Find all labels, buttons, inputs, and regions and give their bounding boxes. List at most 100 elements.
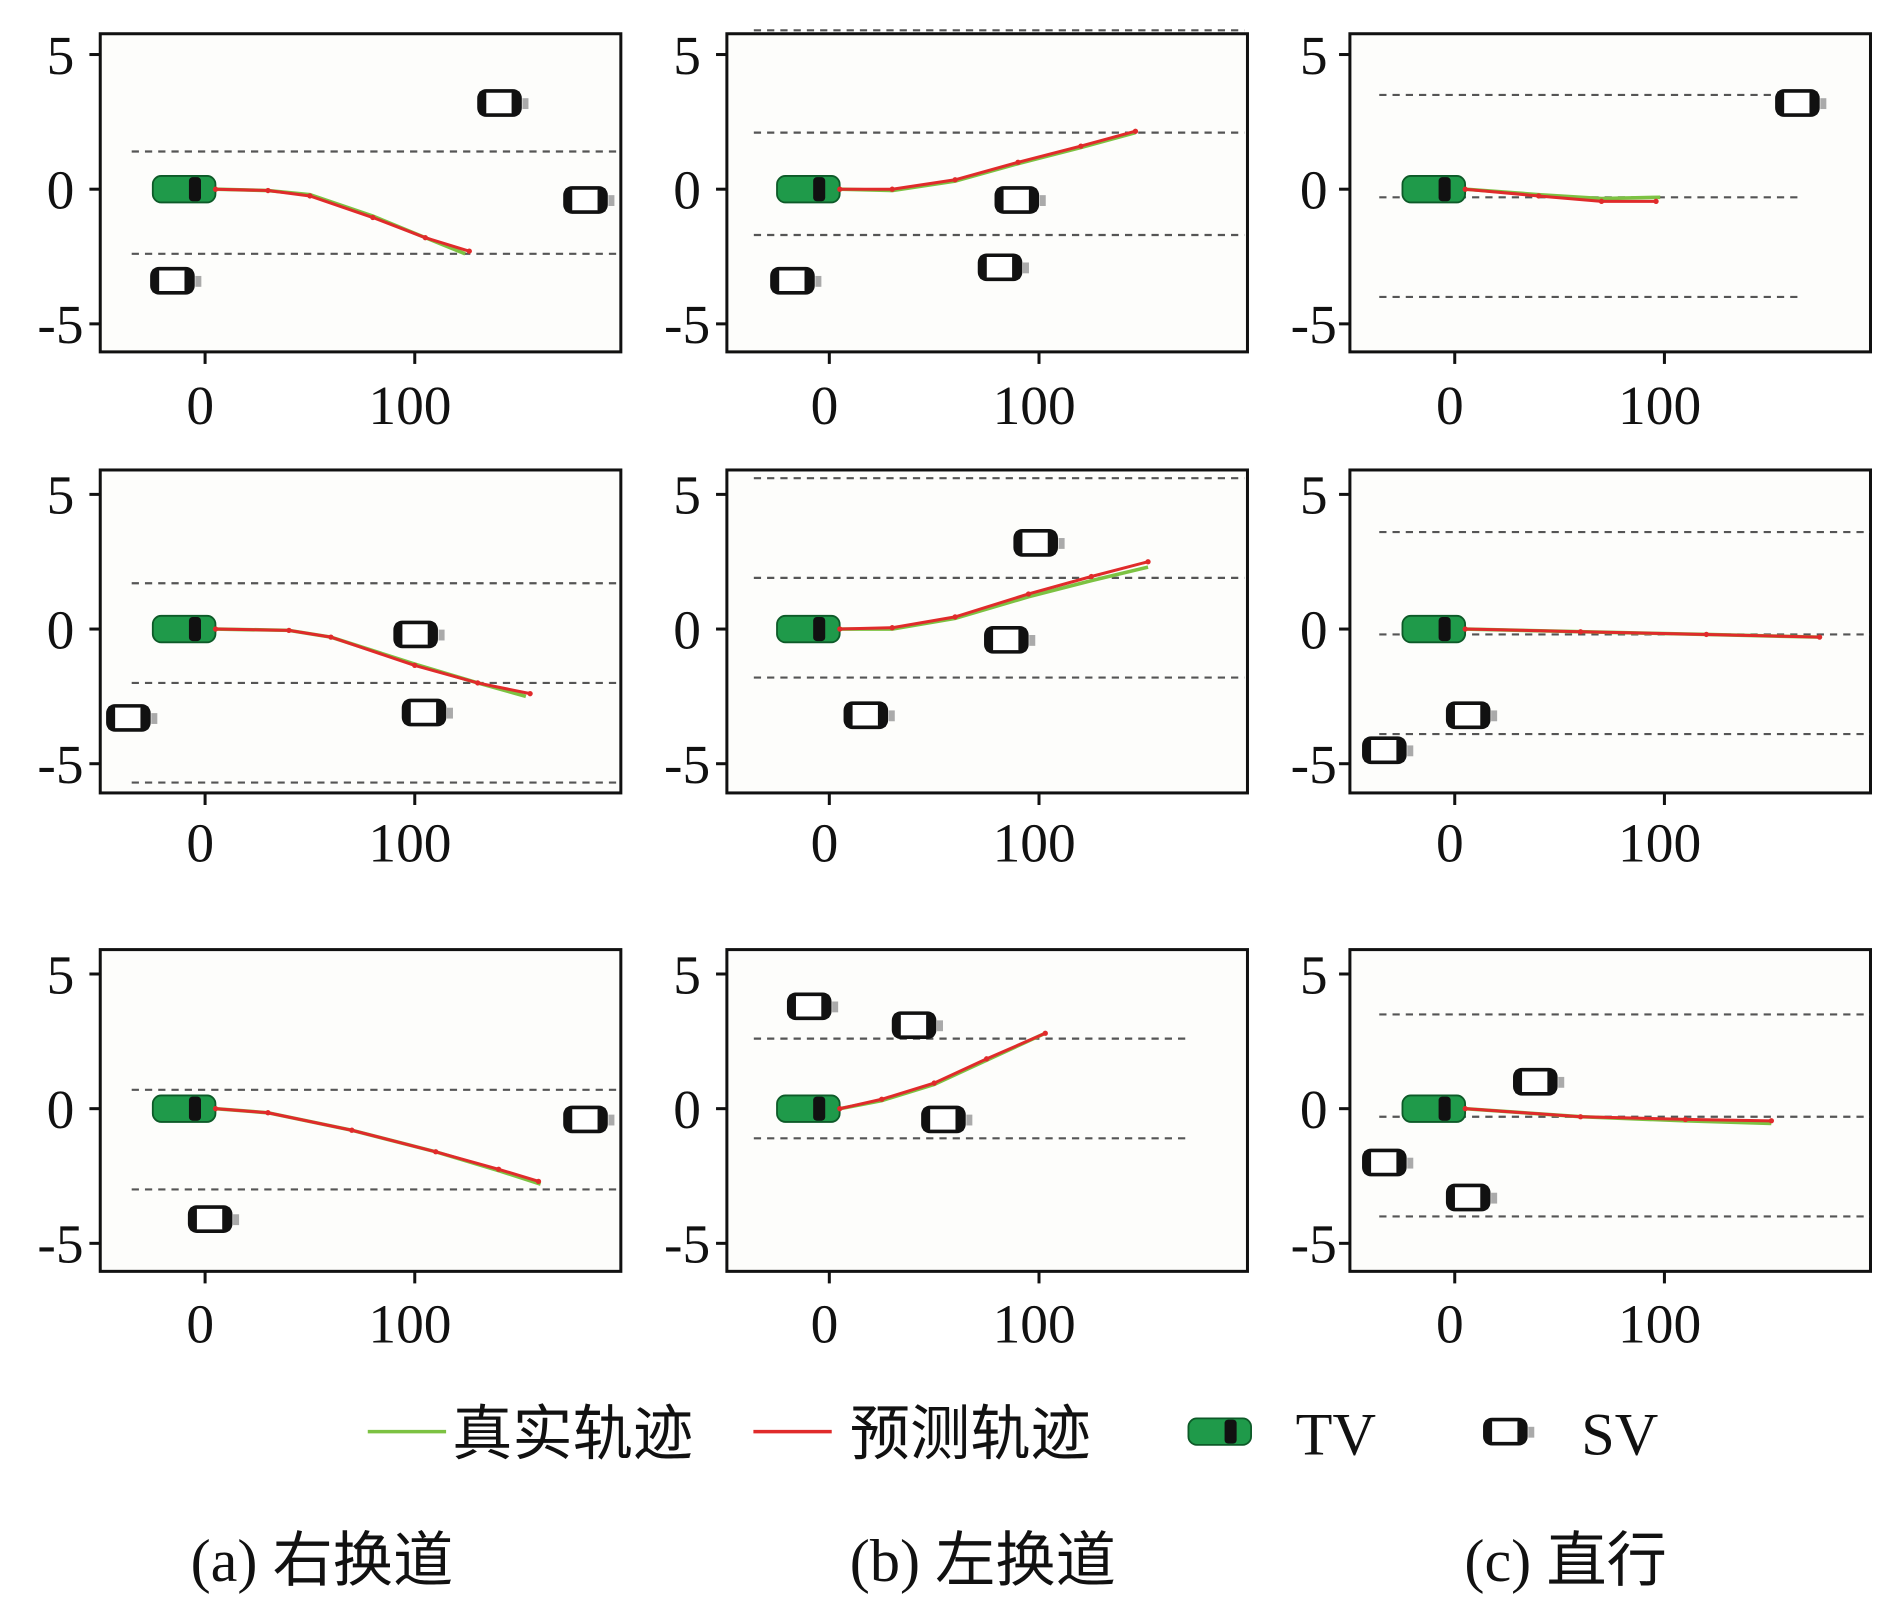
tv-body	[151, 175, 217, 204]
y-tick-label: 5	[47, 25, 75, 86]
y-tick-label: -5	[37, 734, 83, 795]
sv-rear	[1363, 1150, 1372, 1175]
y-tick-label: 0	[673, 1079, 701, 1140]
sv-car-icon	[393, 620, 445, 649]
tv-car-icon	[1401, 1094, 1467, 1123]
sv-mirror	[815, 275, 822, 287]
predicted-point	[1703, 631, 1710, 638]
sv-rear	[922, 1107, 931, 1132]
predicted-point	[535, 1178, 542, 1185]
sv-car-icon	[1362, 1148, 1414, 1177]
predicted-point	[412, 662, 418, 669]
predicted-trajectory-line	[215, 627, 531, 696]
sv-rear	[1447, 1185, 1455, 1210]
y-tick-label: 0	[1300, 159, 1328, 220]
captions: (a) 右换道 (b) 左换道 (c) 直行	[191, 1528, 1667, 1595]
tv-windshield	[813, 616, 826, 642]
y-tick-label: 5	[1300, 944, 1328, 1005]
sv-mirror	[151, 713, 158, 724]
predicted-point	[889, 625, 895, 631]
tv-windshield	[813, 177, 826, 202]
predicted-point	[1042, 1030, 1048, 1036]
predicted-point	[1025, 591, 1032, 597]
sv-mirror	[936, 1020, 943, 1032]
sv-rear	[565, 1107, 573, 1132]
sv-mirror	[608, 1114, 615, 1126]
tv-body	[776, 614, 841, 644]
legend: 真实轨迹 预测轨迹 TV SV	[367, 1402, 1658, 1469]
subfigure-caption: (b) 左换道	[850, 1528, 1116, 1595]
panel-a1: 5 0 -5 0 100	[37, 25, 623, 436]
legend-label: 预测轨迹	[850, 1402, 1091, 1469]
sv-front	[1047, 530, 1057, 555]
y-tick-label: -5	[1291, 294, 1337, 355]
predicted-point	[1088, 573, 1095, 580]
legend-sv-icon	[1483, 1417, 1535, 1446]
tv-body	[151, 1094, 217, 1123]
tv-body	[1187, 1417, 1252, 1446]
x-tick-label: 0	[811, 813, 839, 874]
x-tick-label: 100	[1618, 1293, 1701, 1354]
predicted-point	[1078, 143, 1084, 149]
predicted-trajectory-line	[1465, 1107, 1772, 1123]
sv-rear	[771, 268, 780, 293]
sv-car-icon	[786, 992, 839, 1021]
predicted-point	[931, 1080, 937, 1086]
subfigure-caption: (a) 右换道	[191, 1528, 454, 1595]
y-tick-label: 5	[673, 25, 701, 86]
sv-rear	[1484, 1419, 1493, 1444]
tv-body	[1401, 175, 1467, 204]
predicted-point	[1816, 634, 1823, 640]
sv-mirror	[1820, 98, 1827, 110]
sv-rear	[395, 622, 403, 647]
y-tick-label: 0	[1300, 1079, 1328, 1140]
sv-rear	[565, 187, 573, 213]
tv-car-icon	[151, 175, 217, 204]
tv-body	[776, 1094, 841, 1123]
y-tick-label: 0	[47, 1079, 75, 1140]
sv-front	[436, 700, 445, 725]
panel-a2: 5 0 -5 0 100	[37, 465, 623, 874]
sv-car-icon	[1362, 736, 1414, 765]
x-tick-label: 100	[1618, 375, 1701, 436]
sv-car-icon	[921, 1105, 973, 1134]
predicted-trajectory-line	[839, 560, 1149, 631]
sv-car-icon	[984, 625, 1036, 654]
x-tick-label: 0	[1436, 813, 1464, 874]
predicted-point	[952, 177, 958, 183]
predicted-point	[1598, 198, 1605, 204]
tv-windshield	[188, 1096, 201, 1121]
y-tick-label: 5	[1300, 465, 1328, 526]
predicted-point	[495, 1166, 502, 1172]
panel-c3: 5 0 -5 0 100	[1291, 944, 1873, 1354]
y-tick-label: 5	[673, 465, 701, 526]
tv-windshield	[188, 616, 201, 642]
predicted-point	[1462, 186, 1468, 192]
y-tick-label: -5	[664, 734, 710, 795]
predicted-point	[265, 187, 271, 194]
panel-c1: 5 0 -5 0 100	[1291, 25, 1873, 436]
predicted-point	[1653, 198, 1659, 204]
tv-car-icon	[151, 1094, 217, 1123]
sv-car-icon	[401, 698, 453, 727]
sv-rear	[1015, 530, 1023, 555]
predicted-point	[1145, 559, 1151, 565]
sv-rear	[788, 994, 796, 1019]
predicted-point	[1768, 1118, 1775, 1124]
sv-mirror	[1058, 538, 1065, 549]
predicted-trajectory-line	[1465, 627, 1820, 639]
sv-rear	[107, 705, 116, 730]
tv-car-icon	[776, 175, 841, 204]
panel-b2: 5 0 -5 0 100	[664, 465, 1249, 874]
sv-front	[140, 705, 149, 730]
x-tick-label: 100	[368, 375, 451, 436]
predicted-point	[983, 1056, 990, 1062]
sv-mirror	[1491, 710, 1498, 722]
y-tick-label: 5	[673, 944, 701, 1005]
x-tick-label: 0	[186, 813, 214, 874]
sv-front	[1396, 738, 1405, 763]
panel-b1: 5 0 -5 0 100	[664, 25, 1249, 436]
sv-car-icon	[770, 266, 822, 295]
predicted-trajectory-line	[215, 187, 470, 253]
sv-rear	[985, 627, 994, 652]
